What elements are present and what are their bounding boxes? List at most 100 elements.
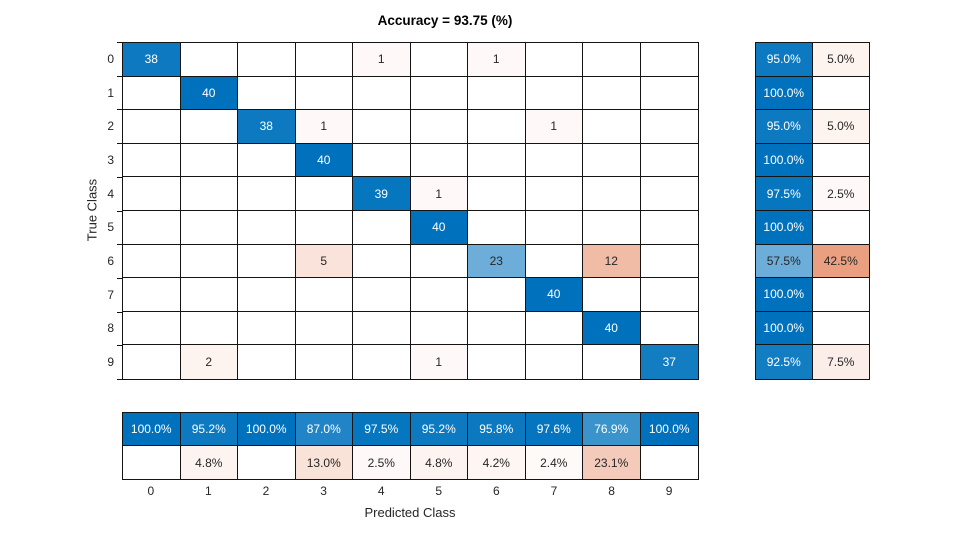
matrix-cell: [410, 278, 468, 312]
y-tick-labels: 0 1 2 3 4 5 6 7 8 9: [90, 42, 114, 379]
matrix-cell: [295, 76, 353, 111]
matrix-cell: [468, 311, 526, 346]
matrix-cell: [353, 143, 411, 178]
matrix-cell: [238, 76, 296, 111]
matrix-cell: [353, 210, 411, 245]
column-summary-cell: 2.5%: [353, 446, 411, 479]
matrix-cell: [353, 311, 411, 346]
matrix-cell: [238, 210, 296, 245]
matrix-cell: [123, 244, 181, 279]
matrix-cell: [410, 43, 468, 77]
matrix-cell: 1: [353, 43, 411, 77]
y-tick-label: 0: [107, 51, 114, 66]
matrix-cell: [410, 143, 468, 178]
row-summary-cell: 97.5%: [756, 177, 813, 211]
matrix-cell: [353, 278, 411, 312]
matrix-cell: 37: [640, 345, 698, 379]
matrix-cell: [583, 143, 641, 178]
chart-title: Accuracy = 93.75 (%): [377, 13, 513, 28]
y-tick-mark: [117, 109, 122, 110]
matrix-cell: [123, 177, 181, 211]
matrix-cell: [640, 210, 698, 245]
matrix-cell: [583, 345, 641, 379]
matrix-cell: 5: [295, 244, 353, 279]
matrix-cell: 1: [410, 177, 468, 211]
column-summary-cell: 76.9%: [583, 413, 641, 446]
matrix-cell: 40: [583, 311, 641, 346]
matrix-cell: [295, 278, 353, 312]
matrix-cell: [353, 76, 411, 111]
matrix-cell: [180, 210, 238, 245]
row-summary-cell: 100.0%: [756, 278, 813, 312]
matrix-cell: [468, 210, 526, 245]
row-summary-cell: 7.5%: [812, 345, 869, 379]
matrix-cell: [238, 244, 296, 279]
y-tick-mark: [117, 76, 122, 77]
matrix-cell: [123, 278, 181, 312]
matrix-cell: [238, 278, 296, 312]
x-tick-label: 5: [435, 484, 443, 498]
matrix-cell: [410, 244, 468, 279]
matrix-cell: [640, 143, 698, 178]
row-summary-cell: 57.5%: [756, 244, 813, 279]
matrix-cell: [238, 345, 296, 379]
matrix-cell: [468, 76, 526, 111]
matrix-cell: [525, 244, 583, 279]
matrix-cell: [353, 345, 411, 379]
matrix-cell: 39: [353, 177, 411, 211]
x-tick-label: 3: [320, 484, 327, 498]
matrix-cell: [583, 278, 641, 312]
column-summary-cell: 4.8%: [180, 446, 238, 479]
matrix-cell: [525, 143, 583, 178]
column-summary-cell: [640, 446, 698, 479]
matrix-cell: [123, 345, 181, 379]
matrix-cell: [468, 278, 526, 312]
row-summary-cell: [812, 143, 869, 178]
matrix-cell: 1: [295, 110, 353, 144]
column-summary-cell: 100.0%: [640, 413, 698, 446]
x-tick-label: 1: [205, 484, 212, 498]
matrix-cell: [123, 76, 181, 111]
column-summary-cell: 95.2%: [410, 413, 468, 446]
matrix-cell: 40: [295, 143, 353, 178]
column-summary-cell: 4.8%: [410, 446, 468, 479]
matrix-cell: [583, 110, 641, 144]
row-normalized-summary: 95.0% 5.0% 100.0% 95.0% 5.0% 100.0% 97.5% 2.5% 1…: [755, 42, 870, 380]
matrix-cell: 12: [583, 244, 641, 279]
matrix-cell: [238, 43, 296, 77]
matrix-cell: [410, 76, 468, 111]
matrix-cell: 38: [123, 43, 181, 77]
matrix-cell: [640, 244, 698, 279]
matrix-cell: [238, 311, 296, 346]
matrix-cell: [123, 210, 181, 245]
y-tick-label: 5: [107, 220, 114, 235]
row-summary-cell: 95.0%: [756, 43, 813, 77]
column-summary-cell: [238, 446, 296, 479]
x-tick-label: 8: [608, 484, 615, 498]
x-tick-label: 6: [493, 484, 500, 498]
matrix-cell: [180, 177, 238, 211]
matrix-cell: 2: [180, 345, 238, 379]
column-summary-cell: 13.0%: [295, 446, 353, 479]
matrix-cell: 1: [468, 43, 526, 77]
x-tick-label: 9: [665, 484, 673, 498]
y-tick-label: 1: [107, 85, 114, 100]
x-axis-label: Predicted Class: [364, 505, 456, 520]
row-summary-cell: [812, 76, 869, 111]
matrix-cell: [123, 143, 181, 178]
y-tick-label: 6: [107, 254, 114, 269]
matrix-cell: [295, 345, 353, 379]
column-summary-cell: 2.4%: [525, 446, 583, 479]
matrix-cell: [525, 177, 583, 211]
y-tick-label: 2: [107, 119, 114, 134]
y-tick-mark: [117, 177, 122, 178]
matrix-cell: [583, 210, 641, 245]
row-summary-cell: 100.0%: [756, 210, 813, 245]
y-tick-mark: [117, 345, 122, 346]
matrix-cell: [180, 43, 238, 77]
matrix-cell: [410, 110, 468, 144]
matrix-cell: 23: [468, 244, 526, 279]
y-tick-mark: [117, 312, 122, 313]
row-summary-cell: 95.0%: [756, 110, 813, 144]
column-summary-cell: 97.6%: [525, 413, 583, 446]
